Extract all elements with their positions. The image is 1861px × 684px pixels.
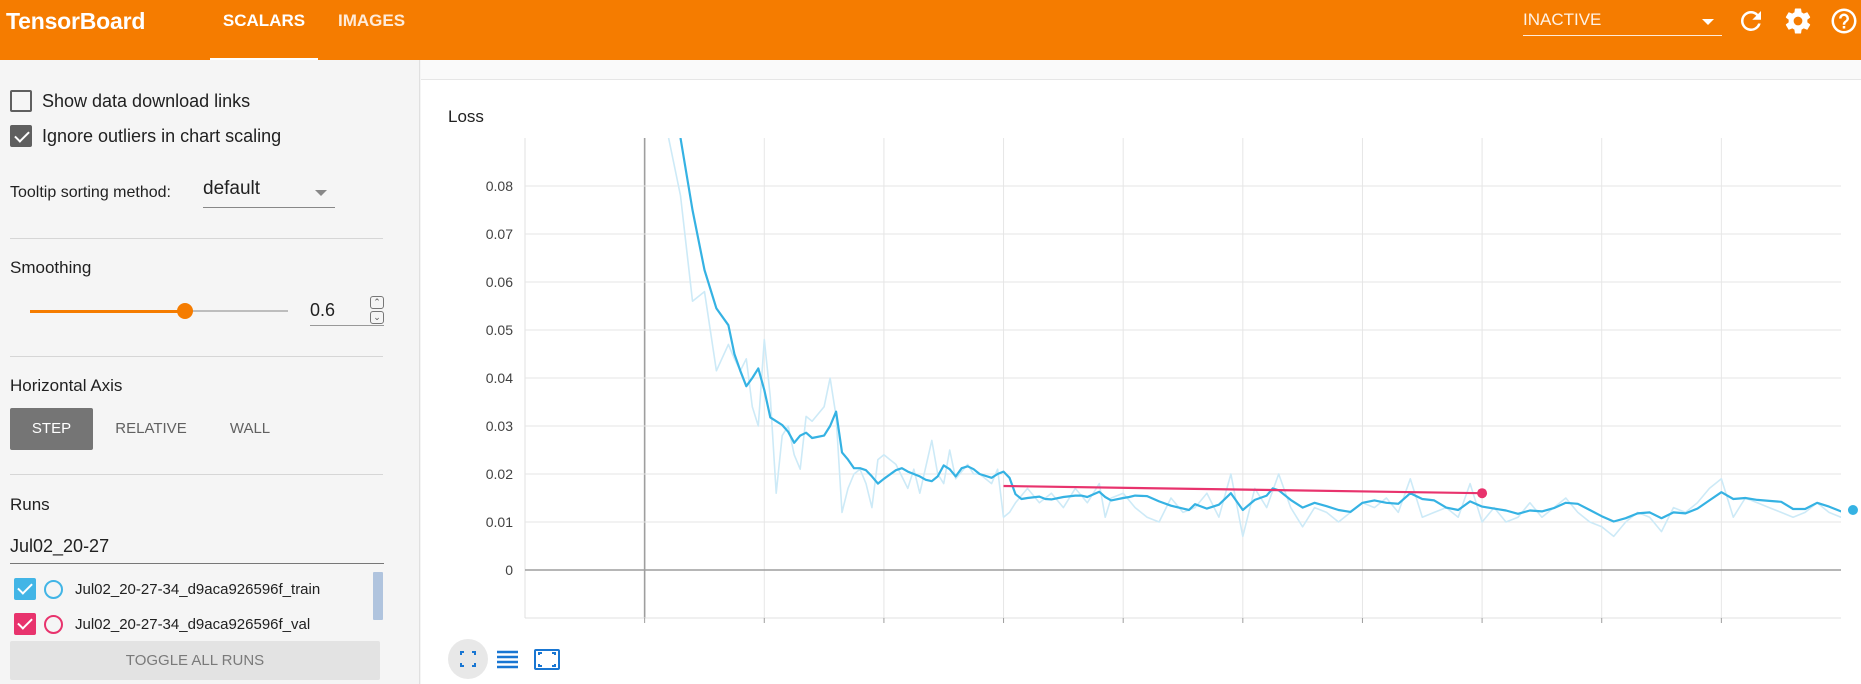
run-train-label: Jul02_20-27-34_d9aca926596f_train <box>75 580 321 598</box>
top-app-bar: TensorBoard SCALARS IMAGES INACTIVE <box>0 0 1861 60</box>
y-tick-label: 0.03 <box>486 418 513 434</box>
chevron-up-icon[interactable]: ⌃ <box>370 296 384 309</box>
tab-scalars-label: SCALARS <box>222 11 306 30</box>
status-dropdown[interactable]: INACTIVE <box>1523 9 1722 36</box>
train-end-point <box>1847 505 1858 515</box>
y-tick-label: 0.05 <box>486 322 513 338</box>
ignore-outliers-label: Ignore outliers in chart scaling <box>42 125 282 146</box>
train-smoothed-line <box>679 138 1841 523</box>
help-icon[interactable] <box>1829 6 1859 36</box>
chevron-down-icon <box>1702 19 1714 25</box>
smoothing-value: 0.6 <box>310 300 336 320</box>
divider <box>10 474 383 475</box>
run-item-val[interactable]: Jul02_20-27-34_d9aca926596f_val <box>14 610 310 638</box>
show-download-links-option[interactable]: Show data download links <box>10 88 250 114</box>
tooltip-sort-dropdown[interactable]: default <box>203 178 335 208</box>
val-end-point <box>1477 488 1488 499</box>
run-item-train[interactable]: Jul02_20-27-34_d9aca926596f_train <box>14 575 320 603</box>
tab-scalars[interactable]: SCALARS <box>210 11 318 60</box>
tab-images[interactable]: IMAGES <box>338 11 405 60</box>
toggle-log-scale-icon[interactable] <box>487 639 527 679</box>
horizontal-axis-title: Horizontal Axis <box>10 376 123 395</box>
axis-relative-button[interactable]: RELATIVE <box>115 420 187 437</box>
y-tick-label: 0.04 <box>486 370 513 386</box>
settings-gear-icon[interactable] <box>1783 6 1813 36</box>
smoothing-stepper[interactable]: ⌃ ⌄ <box>370 296 384 324</box>
y-tick-label: 0.01 <box>486 514 513 530</box>
axis-step-button[interactable]: STEP <box>10 408 93 450</box>
show-download-links-label: Show data download links <box>42 90 251 111</box>
fit-domain-icon[interactable] <box>448 639 488 679</box>
divider <box>10 238 383 239</box>
ignore-outliers-option[interactable]: Ignore outliers in chart scaling <box>10 123 281 149</box>
train-raw-line <box>667 138 1841 538</box>
run-val-label: Jul02_20-27-34_d9aca926596f_val <box>75 615 311 633</box>
run-train-checkbox[interactable] <box>14 578 36 600</box>
tooltip-sort-label: Tooltip sorting method: <box>10 184 171 201</box>
smoothing-slider-handle[interactable] <box>176 303 193 319</box>
runs-title: Runs <box>10 495 50 514</box>
expand-chart-icon[interactable] <box>527 639 567 679</box>
card-header-strip <box>421 60 1861 80</box>
run-train-color-icon[interactable] <box>44 579 63 599</box>
chart-card: Loss 0.08 0.07 0.06 0.05 0.04 0.03 0.02 0.01 0 <box>421 60 1861 684</box>
y-tick-label: 0.07 <box>486 226 513 242</box>
tab-images-label: IMAGES <box>338 11 406 30</box>
smoothing-value-input[interactable]: 0.6 ⌃ ⌄ <box>310 296 384 326</box>
toggle-all-runs-button[interactable]: TOGGLE ALL RUNS <box>10 641 380 680</box>
y-tick-label: 0.08 <box>486 178 513 194</box>
y-tick-label: 0.06 <box>486 274 513 290</box>
y-tick-label: 0 <box>505 562 513 578</box>
chevron-down-icon[interactable]: ⌄ <box>370 311 384 324</box>
runs-scrollbar[interactable] <box>373 572 383 620</box>
smoothing-title: Smoothing <box>10 258 92 277</box>
tooltip-sort-value: default <box>203 178 261 199</box>
status-value: INACTIVE <box>1523 10 1602 29</box>
active-tab-indicator <box>210 58 318 60</box>
sidebar: Show data download links Ignore outliers… <box>0 60 420 684</box>
runs-filter-input[interactable]: Jul02_20-27 <box>10 534 384 564</box>
ignore-outliers-checkbox[interactable] <box>10 125 32 147</box>
runs-filter-value: Jul02_20-27 <box>10 536 110 556</box>
show-download-links-checkbox[interactable] <box>10 90 32 112</box>
smoothing-slider-fill <box>30 310 185 313</box>
y-tick-label: 0.02 <box>486 466 513 482</box>
divider <box>10 356 383 357</box>
refresh-icon[interactable] <box>1736 6 1766 36</box>
chart-title: Loss <box>448 107 484 126</box>
run-val-color-icon[interactable] <box>44 614 63 634</box>
axis-wall-button[interactable]: WALL <box>229 420 271 437</box>
loss-chart[interactable]: 0.08 0.07 0.06 0.05 0.04 0.03 0.02 0.01 0 <box>421 60 1861 684</box>
series-group <box>667 138 1841 538</box>
chevron-down-icon <box>315 190 327 196</box>
run-val-checkbox[interactable] <box>14 613 36 635</box>
app-brand: TensorBoard <box>6 8 146 34</box>
val-smoothed-line <box>1003 484 1483 495</box>
